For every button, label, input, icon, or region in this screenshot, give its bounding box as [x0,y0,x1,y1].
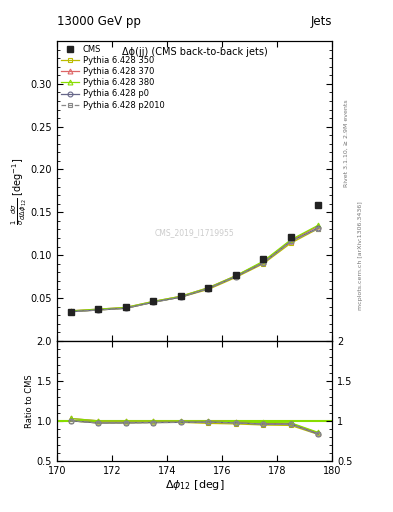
Y-axis label: $\frac{1}{\sigma}\frac{d\sigma}{d\Delta\phi_{12}}$ [deg$^{-1}$]: $\frac{1}{\sigma}\frac{d\sigma}{d\Delta\… [10,157,29,225]
Text: Rivet 3.1.10, ≥ 2.9M events: Rivet 3.1.10, ≥ 2.9M events [344,99,349,187]
Text: Δϕ(jj) (CMS back-to-back jets): Δϕ(jj) (CMS back-to-back jets) [122,47,267,57]
X-axis label: $\Delta\phi_{12}$ [deg]: $\Delta\phi_{12}$ [deg] [165,478,224,493]
Text: CMS_2019_I1719955: CMS_2019_I1719955 [155,228,234,238]
Text: mcplots.cern.ch [arXiv:1306.3436]: mcplots.cern.ch [arXiv:1306.3436] [358,202,363,310]
Y-axis label: Ratio to CMS: Ratio to CMS [25,374,34,428]
Text: Jets: Jets [310,15,332,28]
Legend: CMS, Pythia 6.428 350, Pythia 6.428 370, Pythia 6.428 380, Pythia 6.428 p0, Pyth: CMS, Pythia 6.428 350, Pythia 6.428 370,… [59,44,166,111]
Text: 13000 GeV pp: 13000 GeV pp [57,15,141,28]
